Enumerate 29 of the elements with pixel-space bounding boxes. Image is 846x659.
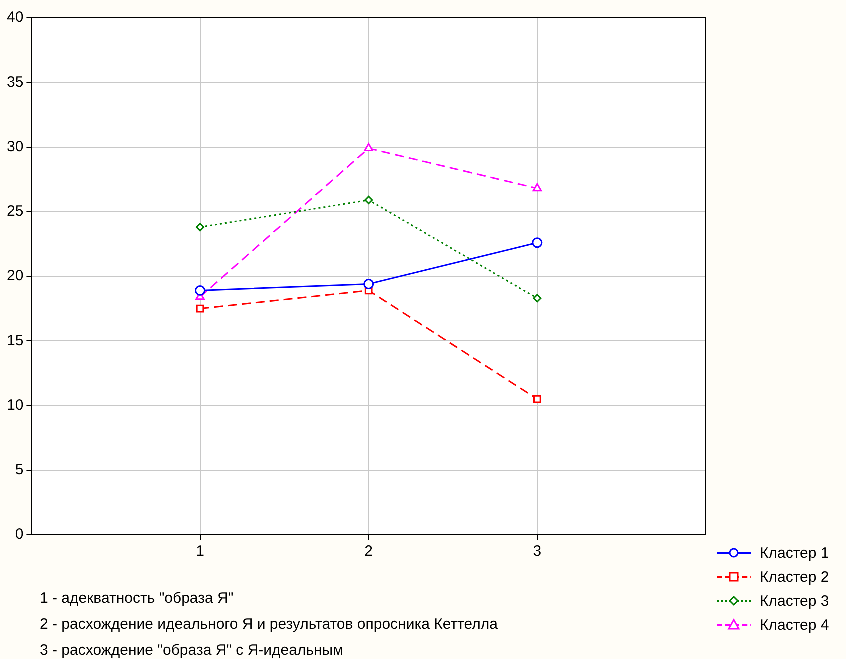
text: 1 - адекватность "образа Я" (40, 590, 235, 609)
point (196, 304, 204, 313)
point (533, 395, 542, 404)
point (364, 196, 374, 204)
point (532, 238, 543, 248)
y-tick-label: 0 (15, 526, 24, 544)
text: 3 - расхождение "образа Я" с Я-идеальным (40, 642, 344, 659)
legend-label: Кластер 1 (760, 544, 830, 562)
legend-label: Кластер 3 (760, 592, 830, 610)
point (533, 294, 542, 303)
y-tick-label: 15 (6, 332, 24, 350)
point (196, 223, 205, 232)
y-tick-label: 5 (15, 462, 24, 479)
y-tick-label: 25 (6, 203, 24, 220)
x-tick-label: 2 (364, 543, 374, 560)
y-tick-label: 40 (6, 9, 24, 26)
point (364, 279, 374, 290)
y-tick-label: 35 (6, 74, 24, 91)
point (532, 183, 542, 192)
legend-label: Кластер 2 (760, 568, 830, 586)
x-tick-label: 3 (533, 543, 542, 560)
legend-label: Кластер 4 (760, 616, 830, 634)
y-tick-label: 30 (6, 138, 24, 156)
point (195, 285, 206, 296)
x-tick-label: 1 (196, 543, 204, 560)
text: 2 - расхождение идеального Я и результатов опросника Кеттелла (40, 616, 498, 635)
y-tick-label: 20 (6, 268, 24, 285)
y-tick-label: 10 (6, 396, 24, 414)
point (364, 143, 374, 152)
